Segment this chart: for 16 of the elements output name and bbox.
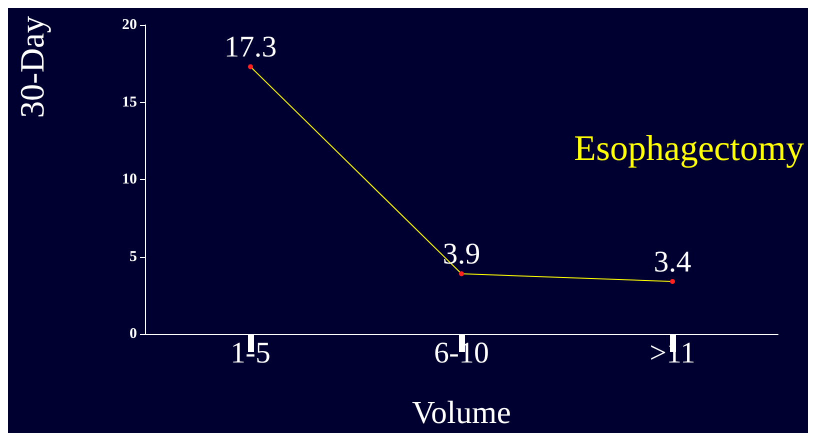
x-axis-title: Volume bbox=[412, 394, 511, 430]
x-tick-label: 6-10 bbox=[434, 336, 489, 370]
data-label: 17.3 bbox=[224, 30, 277, 64]
y-axis-title: 30-Day bbox=[14, 16, 52, 118]
point bbox=[248, 64, 253, 70]
data-label: 3.4 bbox=[654, 245, 692, 278]
x-tick-label: 1-5 bbox=[230, 336, 270, 370]
data-label: 3.9 bbox=[442, 238, 480, 271]
annotation: Esophagectomy bbox=[574, 128, 804, 168]
y-tick-label: 10 bbox=[122, 172, 137, 188]
y-tick-label: 20 bbox=[122, 17, 137, 33]
point bbox=[670, 278, 675, 284]
y-tick-label: 0 bbox=[130, 326, 137, 342]
point bbox=[459, 271, 464, 276]
y-tick-label: 5 bbox=[130, 248, 137, 265]
y-tick-label: 15 bbox=[122, 94, 137, 110]
